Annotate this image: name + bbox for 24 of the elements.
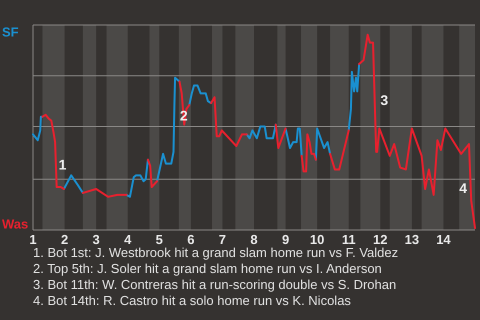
x-tick-label: 8 [250,232,258,247]
x-tick-label: 10 [310,232,324,247]
text: 2. Top 5th: J. Soler hit a grand slam home run vs I. Anderson [33,261,382,276]
text: 4. Bot 14th: R. Castro hit a solo home run vs K. Nicolas [33,293,352,308]
x-tick-label: 14 [436,232,452,247]
annotation: 4 [459,180,468,196]
text: Was [2,216,28,232]
text: 1. Bot 1st: J. Westbrook hit a grand slam home run vs F. Valdez [33,245,398,260]
x-tick-label: 7 [218,232,226,247]
x-tick-label: 2 [60,232,68,247]
x-tick-label: 13 [404,232,420,247]
x-tick-label: 3 [92,232,100,247]
text: 3. Bot 11th: W. Contreras hit a run-scoring double vs S. Drohan [33,277,396,292]
x-tick-label: 12 [373,232,388,247]
x-tick-label: 4 [124,232,132,247]
x-tick-label: 1 [29,232,37,247]
x-tick-label: 11 [342,232,356,247]
annotation: 2 [180,108,188,124]
x-tick-label: 9 [282,232,290,247]
annotation: 3 [380,92,388,108]
text: SF [2,24,19,40]
annotation: 1 [58,156,67,172]
x-tick-label: 5 [156,232,163,247]
x-tick-label: 6 [187,232,194,247]
